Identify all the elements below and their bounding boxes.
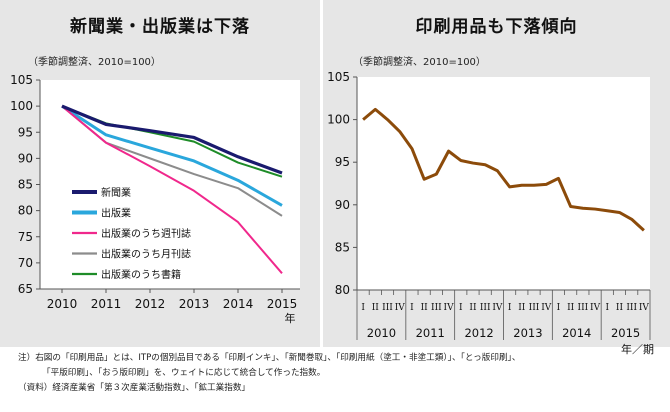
y-tick-label: 80 xyxy=(335,283,350,297)
y-tick-label: 105 xyxy=(327,70,350,84)
quarter-label: III xyxy=(578,303,589,313)
x-tick-label: 2014 xyxy=(223,297,254,311)
footnote-source: （資料）経済産業省「第３次産業活動指数」、「鉱工業指数」 xyxy=(18,383,251,393)
y-tick-label: 80 xyxy=(18,204,33,218)
quarter-label: I xyxy=(459,303,463,313)
x-axis-unit: 年／期 xyxy=(621,342,654,356)
quarter-label: II xyxy=(469,303,477,313)
right-chart-panel: 印刷用品も下落傾向 （季節調整済、2010=100） 80 85 90 95 100 10… xyxy=(323,0,670,356)
x-tick-label: 2015 xyxy=(267,297,298,311)
year-label: 2011 xyxy=(416,326,445,340)
footnote-line-1: 注）右図の「印刷用品」とは、ITPの個別品目である「印刷インキ」、「新聞巻取」、… xyxy=(18,353,521,363)
x-tick-label: 2010 xyxy=(47,297,78,311)
quarter-label: III xyxy=(529,303,540,313)
series-line xyxy=(61,104,283,175)
quarter-label: III xyxy=(382,303,393,313)
y-tick-label: 70 xyxy=(18,256,33,270)
year-label: 2010 xyxy=(367,326,396,340)
plot-area xyxy=(357,77,650,290)
quarter-label: II xyxy=(518,303,526,313)
quarter-label: II xyxy=(567,303,575,313)
quarter-label: IV xyxy=(395,303,406,313)
quarter-label: IV xyxy=(444,303,455,313)
footnote-line-2: 「平版印刷」、「おう版印刷」を、ウェイトに応じて統合して作った指数。 xyxy=(42,368,326,378)
quarter-label: IV xyxy=(590,303,601,313)
y-tick-label: 95 xyxy=(18,125,33,139)
quarter-label: II xyxy=(421,303,429,313)
y-tick-label: 65 xyxy=(18,282,33,296)
y-tick-label: 95 xyxy=(335,155,350,169)
quarter-label: I xyxy=(410,303,414,313)
quarter-label: IV xyxy=(492,303,503,313)
left-line-chart: 65 70 75 80 85 90 95 100 105 2010 2011 2012 2013 2014… xyxy=(10,73,300,325)
left-chart-unit: （季節調整済、2010=100） xyxy=(28,57,161,68)
x-tick-label: 2013 xyxy=(179,297,210,311)
series-line xyxy=(61,104,283,207)
y-tick-label: 90 xyxy=(18,151,33,165)
quarter-label: I xyxy=(557,303,561,313)
year-label: 2013 xyxy=(513,326,542,340)
x-tick-label: 2011 xyxy=(91,297,122,311)
right-chart-title: 印刷用品も下落傾向 xyxy=(415,17,578,37)
series-line xyxy=(362,107,645,232)
legend-label: 出版業 xyxy=(101,207,131,220)
year-label: 2015 xyxy=(611,326,640,340)
y-tick-label: 90 xyxy=(335,198,350,212)
series-line xyxy=(61,105,283,274)
quarter-label: IV xyxy=(639,303,650,313)
legend-label: 出版業のうち月刊誌 xyxy=(101,248,191,261)
quarter-label: II xyxy=(616,303,624,313)
x-axis-unit: 年 xyxy=(285,311,296,325)
year-label: 2014 xyxy=(562,326,591,340)
y-tick-label: 105 xyxy=(10,73,33,87)
legend-label: 出版業のうち週刊誌 xyxy=(101,227,191,240)
x-tick-label: 2012 xyxy=(135,297,166,311)
quarter-label: III xyxy=(431,303,442,313)
y-tick-label: 75 xyxy=(18,230,33,244)
legend-label: 出版業のうち書籍 xyxy=(101,268,181,281)
right-chart-unit: （季節調整済、2010=100） xyxy=(353,57,486,68)
quarter-label: I xyxy=(361,303,365,313)
left-chart-panel: 新聞業・出版業は下落 （季節調整済、2010=100） 65 70 75 80 85 90… xyxy=(0,0,320,347)
quarter-label: III xyxy=(626,303,637,313)
left-chart-title: 新聞業・出版業は下落 xyxy=(70,17,250,37)
legend-label: 新聞業 xyxy=(101,186,131,199)
quarter-label: II xyxy=(372,303,380,313)
quarter-label: III xyxy=(480,303,491,313)
quarter-label: I xyxy=(605,303,609,313)
y-tick-label: 100 xyxy=(10,99,33,113)
year-label: 2012 xyxy=(464,326,493,340)
y-tick-label: 100 xyxy=(327,113,350,127)
quarter-label: I xyxy=(508,303,512,313)
footnote: 注）右図の「印刷用品」とは、ITPの個別品目である「印刷インキ」、「新聞巻取」、… xyxy=(18,351,520,396)
y-tick-label: 85 xyxy=(335,240,350,254)
quarter-label: IV xyxy=(541,303,552,313)
y-tick-label: 85 xyxy=(18,178,33,192)
